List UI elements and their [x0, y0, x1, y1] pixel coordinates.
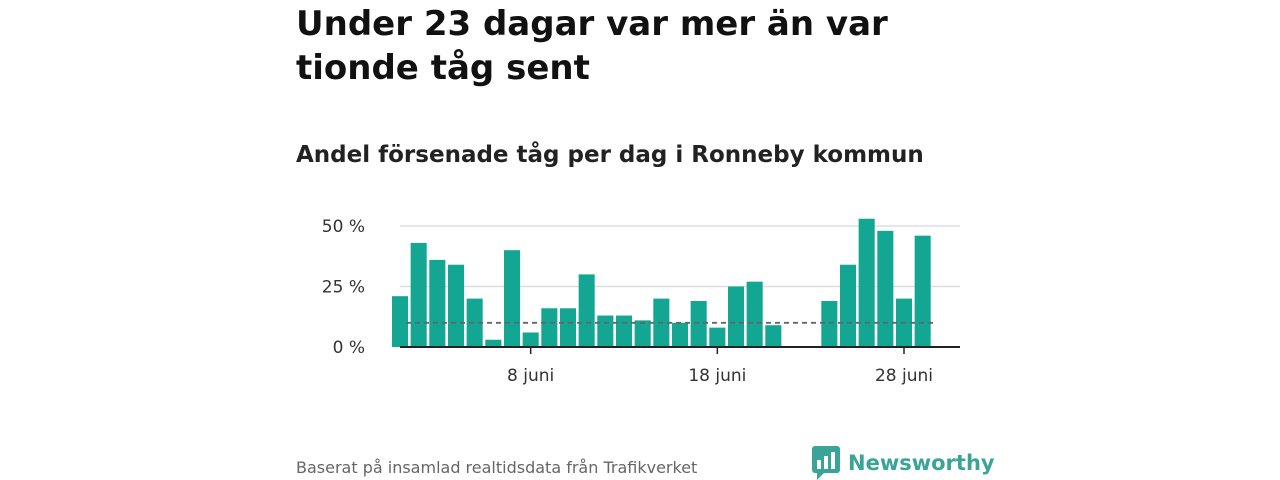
- bar: [746, 281, 763, 347]
- newsworthy-logo-icon: [812, 446, 840, 480]
- bar: [485, 339, 502, 347]
- source-note: Baserat på insamlad realtidsdata från Tr…: [296, 458, 698, 477]
- x-tick-label: 8 juni: [507, 366, 554, 386]
- bar: [877, 230, 894, 347]
- bar: [578, 274, 595, 347]
- bar: [821, 301, 838, 347]
- y-tick-label: 0 %: [333, 338, 365, 358]
- bar: [727, 286, 745, 347]
- bar: [690, 301, 707, 347]
- axes: 0 % 25 % 50 % 8 juni 18 juni 28 juni: [322, 217, 960, 386]
- bar: [522, 332, 539, 347]
- bar: [466, 298, 483, 347]
- y-tick-label: 50 %: [322, 217, 365, 237]
- headline: Under 23 dagar var mer än var tionde tåg…: [296, 4, 888, 88]
- bar: [914, 235, 931, 347]
- brand-name: Newsworthy: [848, 451, 995, 475]
- bar: [634, 320, 651, 347]
- bar-chart: 0 % 25 % 50 % 8 juni 18 juni 28 juni: [322, 217, 960, 386]
- bar: [541, 308, 558, 347]
- bar: [447, 264, 465, 347]
- bar: [615, 315, 633, 347]
- bar: [597, 315, 614, 347]
- y-tick-label: 25 %: [322, 278, 365, 298]
- bar: [671, 322, 689, 347]
- bar: [503, 250, 521, 347]
- chart-subtitle: Andel försenade tåg per dag i Ronneby ko…: [296, 142, 924, 168]
- x-tick-label: 28 juni: [875, 366, 933, 386]
- x-tick-label: 18 juni: [688, 366, 746, 386]
- bar: [709, 327, 726, 347]
- bar: [858, 218, 875, 347]
- bar: [559, 308, 577, 347]
- bars: [391, 218, 931, 347]
- brand-logo[interactable]: Newsworthy: [812, 446, 995, 480]
- bar: [765, 325, 782, 347]
- bar: [410, 242, 427, 347]
- bar: [391, 296, 409, 347]
- bar: [839, 264, 857, 347]
- bar: [429, 259, 446, 347]
- grid-lines: [400, 225, 960, 288]
